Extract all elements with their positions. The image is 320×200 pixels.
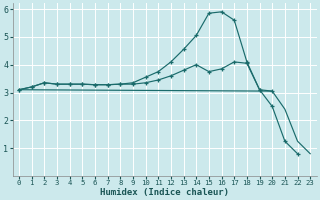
X-axis label: Humidex (Indice chaleur): Humidex (Indice chaleur) — [100, 188, 229, 197]
